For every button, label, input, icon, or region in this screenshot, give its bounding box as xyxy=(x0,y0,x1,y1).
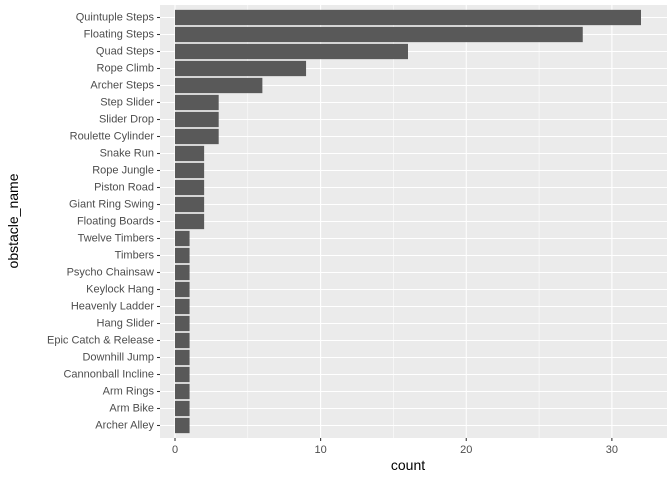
bar xyxy=(175,9,641,26)
y-tick-label: Giant Ring Swing xyxy=(69,199,154,211)
y-tick-label: Rope Climb xyxy=(97,63,154,75)
bar xyxy=(175,26,583,43)
y-tick-label: Downhill Jump xyxy=(82,352,154,364)
bar xyxy=(175,332,190,349)
bar xyxy=(175,366,190,383)
y-tick-label: Epic Catch & Release xyxy=(47,335,154,347)
bar xyxy=(175,400,190,417)
y-tick-label: Rope Jungle xyxy=(92,165,154,177)
y-tick-label: Twelve Timbers xyxy=(78,233,155,245)
x-tick-label: 10 xyxy=(315,444,327,456)
y-tick-label: Heavenly Ladder xyxy=(71,301,155,313)
bar xyxy=(175,298,190,315)
y-tick-label: Archer Steps xyxy=(90,80,154,92)
bar xyxy=(175,196,205,213)
bar xyxy=(175,315,190,332)
y-tick-label: Quintuple Steps xyxy=(76,12,155,24)
y-tick-label: Snake Run xyxy=(100,148,154,160)
y-tick-label: Floating Boards xyxy=(77,216,155,228)
y-tick-label: Keylock Hang xyxy=(86,284,154,296)
y-tick-label: Piston Road xyxy=(94,182,154,194)
y-tick-label: Quad Steps xyxy=(96,46,155,58)
bars xyxy=(175,9,641,434)
bar xyxy=(175,264,190,281)
bar xyxy=(175,417,190,434)
bar xyxy=(175,77,263,94)
bar xyxy=(175,281,190,298)
bar xyxy=(175,111,219,128)
y-tick-label: Cannonball Incline xyxy=(63,369,154,381)
bar xyxy=(175,213,205,230)
y-axis-title: obstacle_name xyxy=(5,173,21,268)
bar xyxy=(175,43,408,60)
x-axis-title: count xyxy=(391,457,425,473)
bar xyxy=(175,162,205,179)
x-axis: 0 10 20 30 xyxy=(172,438,618,456)
bar xyxy=(175,349,190,366)
bar xyxy=(175,247,190,264)
bar xyxy=(175,179,205,196)
y-tick-label: Hang Slider xyxy=(97,318,155,330)
y-tick-label: Psycho Chainsaw xyxy=(67,267,154,279)
y-tick-label: Arm Rings xyxy=(103,386,155,398)
y-tick-label: Step Slider xyxy=(100,97,154,109)
bar xyxy=(175,94,219,111)
y-tick-label: Timbers xyxy=(115,250,155,262)
bar xyxy=(175,60,307,77)
y-tick-label: Roulette Cylinder xyxy=(70,131,155,143)
x-tick-label: 0 xyxy=(172,444,178,456)
x-tick-label: 30 xyxy=(606,444,618,456)
x-tick-label: 20 xyxy=(460,444,472,456)
y-tick-label: Floating Steps xyxy=(84,29,155,41)
y-axis: Quintuple Steps Floating Steps Quad Steps R… xyxy=(47,12,160,432)
bar xyxy=(175,230,190,247)
y-tick-label: Archer Alley xyxy=(95,420,154,432)
bar xyxy=(175,383,190,400)
bar xyxy=(175,128,219,145)
y-tick-label: Slider Drop xyxy=(99,114,154,126)
bar xyxy=(175,145,205,162)
y-tick-label: Arm Bike xyxy=(109,403,154,415)
